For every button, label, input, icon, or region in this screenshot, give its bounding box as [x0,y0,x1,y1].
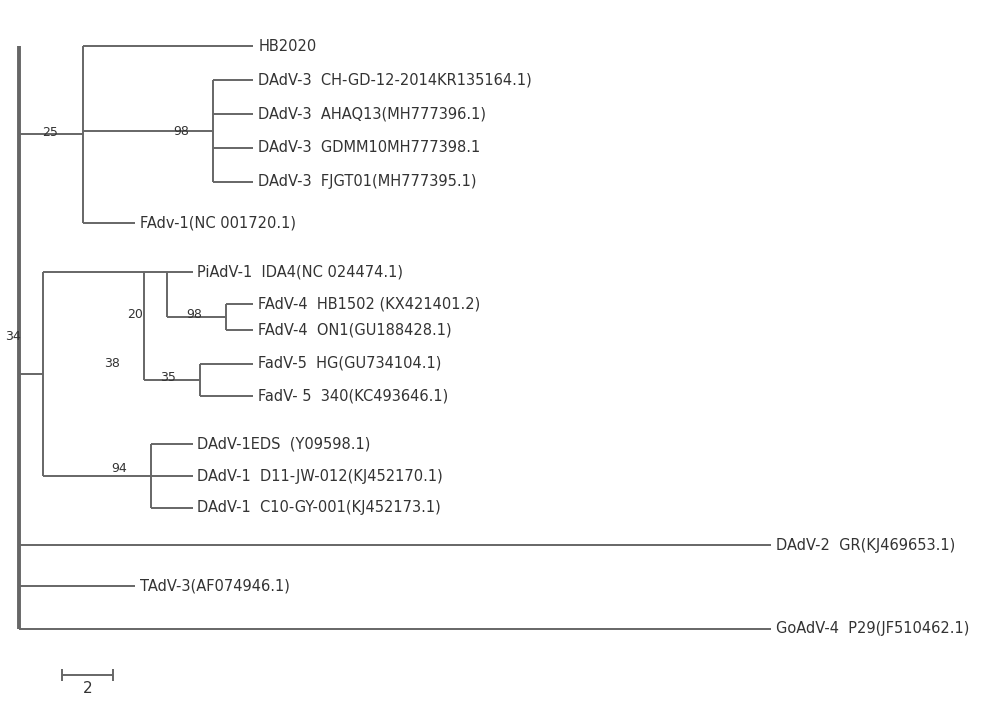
Text: 35: 35 [160,371,176,385]
Text: DAdV-3  CH-GD-12-2014KR135164.1): DAdV-3 CH-GD-12-2014KR135164.1) [258,73,532,87]
Text: DAdV-3  AHAQ13(MH777396.1): DAdV-3 AHAQ13(MH777396.1) [258,106,486,121]
Text: DAdV-3  GDMM10MH777398.1: DAdV-3 GDMM10MH777398.1 [258,140,480,156]
Text: FAdv-1(NC 001720.1): FAdv-1(NC 001720.1) [140,215,296,230]
Text: FAdV-4  ON1(GU188428.1): FAdV-4 ON1(GU188428.1) [258,322,452,337]
Text: 94: 94 [112,462,127,475]
Text: 38: 38 [104,357,120,370]
Text: GoAdV-4  P29(JF510462.1): GoAdV-4 P29(JF510462.1) [776,622,970,637]
Text: FAdV-4  HB1502 (KX421401.2): FAdV-4 HB1502 (KX421401.2) [258,296,480,311]
Text: FadV- 5  340(KC493646.1): FadV- 5 340(KC493646.1) [258,388,448,403]
Text: FadV-5  HG(GU734104.1): FadV-5 HG(GU734104.1) [258,356,442,371]
Text: 2: 2 [83,680,93,696]
Text: 20: 20 [127,308,143,321]
Text: 98: 98 [173,125,189,137]
Text: DAdV-2  GR(KJ469653.1): DAdV-2 GR(KJ469653.1) [776,538,955,553]
Text: TAdV-3(AF074946.1): TAdV-3(AF074946.1) [140,578,289,593]
Text: PiAdV-1  IDA4(NC 024474.1): PiAdV-1 IDA4(NC 024474.1) [197,265,403,279]
Text: HB2020: HB2020 [258,39,316,54]
Text: DAdV-3  FJGT01(MH777395.1): DAdV-3 FJGT01(MH777395.1) [258,174,477,189]
Text: DAdV-1  C10-GY-001(KJ452173.1): DAdV-1 C10-GY-001(KJ452173.1) [197,500,441,515]
Text: DAdV-1  D11-JW-012(KJ452170.1): DAdV-1 D11-JW-012(KJ452170.1) [197,468,443,483]
Text: DAdV-1EDS  (Y09598.1): DAdV-1EDS (Y09598.1) [197,437,371,451]
Text: 34: 34 [5,329,21,342]
Text: 25: 25 [43,126,58,139]
Text: 98: 98 [186,308,202,321]
